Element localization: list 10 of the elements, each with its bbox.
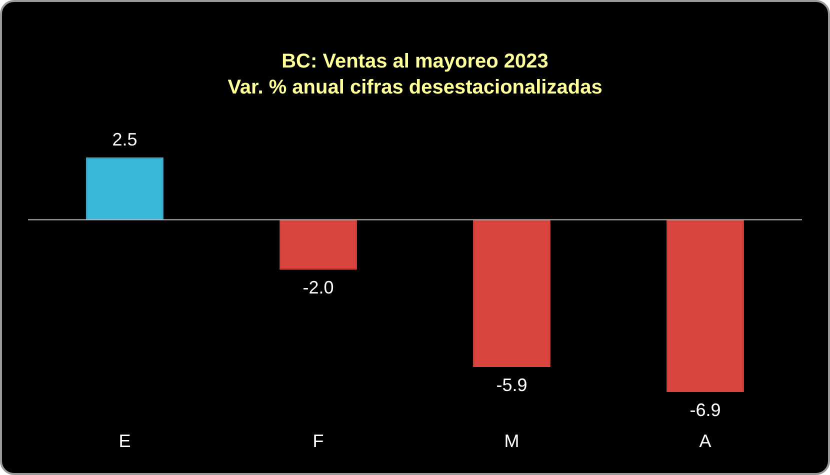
chart-subtitle: Var. % anual cifras desestacionalizadas [228,76,602,99]
data-label: 2.5 [112,129,138,150]
x-tick-label: M [504,431,520,452]
data-label: -2.0 [302,278,334,298]
x-tick-label: F [312,431,324,452]
data-label: -6.9 [690,400,721,420]
chart-title: BC: Ventas al mayoreo 2023 [282,50,548,73]
data-label: -5.9 [496,374,528,395]
x-tick-label: E [118,431,131,452]
x-tick-label: A [699,431,712,452]
